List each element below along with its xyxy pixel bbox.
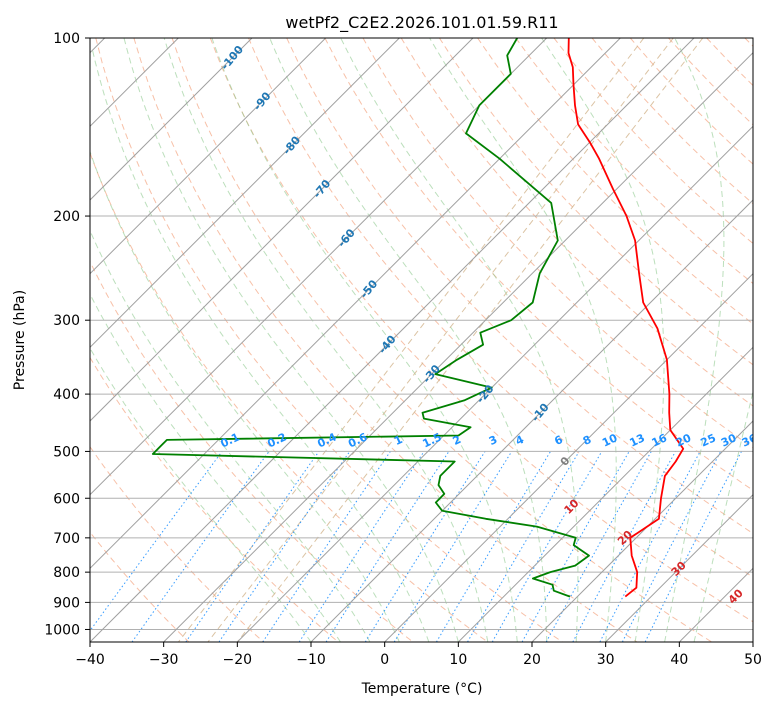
y-tick-label: 800 [53,565,80,581]
chart-title: wetPf2_C2E2.2026.101.01.59.R11 [285,13,558,33]
y-axis-label: Pressure (hPa) [12,290,28,390]
x-tick-label: −10 [296,652,326,668]
y-tick-label: 400 [53,387,80,403]
x-tick-label: 0 [380,652,389,668]
x-tick-label: −30 [149,652,179,668]
y-tick-label: 200 [53,209,80,225]
y-tick-label: 700 [53,531,80,547]
x-tick-label: −20 [223,652,253,668]
x-tick-label: 30 [597,652,615,668]
y-tick-label: 900 [53,595,80,611]
x-tick-label: 40 [670,652,688,668]
y-tick-label: 600 [53,491,80,507]
x-tick-label: 50 [744,652,762,668]
x-tick-label: −40 [75,652,105,668]
x-tick-label: 20 [523,652,541,668]
y-tick-label: 100 [53,31,80,47]
x-tick-label: 10 [449,652,467,668]
x-axis-label: Temperature (°C) [361,681,483,697]
y-tick-label: 1000 [44,622,80,638]
y-tick-label: 500 [53,444,80,460]
y-tick-label: 300 [53,313,80,329]
